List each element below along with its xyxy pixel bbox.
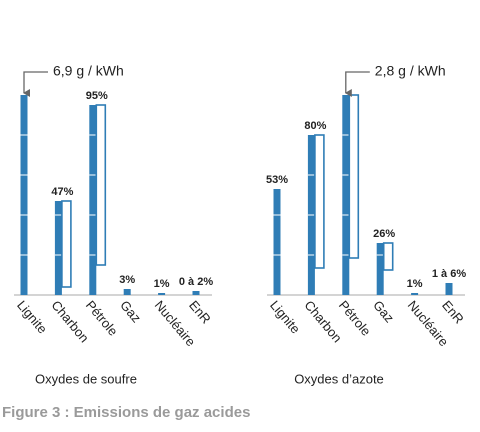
x-tick-label: Lignite	[267, 297, 303, 336]
x-tick-label: Gaz	[117, 297, 144, 325]
panel-title: Oxydes de soufre	[35, 371, 137, 386]
annotation-arrow	[23, 71, 48, 97]
value-label: 53%	[266, 174, 288, 186]
x-tick-label: Gaz	[370, 297, 397, 325]
range-box	[382, 242, 394, 271]
bar	[342, 95, 350, 295]
range-box	[61, 200, 72, 288]
figure-caption: Figure 3 : Emissions de gaz acides	[2, 404, 250, 421]
bar	[411, 293, 419, 295]
bar	[54, 201, 62, 295]
value-label: 1 à 6%	[432, 268, 466, 280]
value-label: 47%	[51, 186, 73, 198]
value-label: 95%	[86, 90, 108, 102]
value-label: 1%	[154, 278, 170, 290]
panel-title: Oxydes d’azote	[294, 371, 384, 386]
value-label: 0 à 2%	[179, 276, 213, 288]
value-label: 3%	[119, 274, 135, 286]
bar	[376, 243, 384, 295]
bar	[445, 283, 453, 295]
annotation: 2,8 g / kWh	[375, 63, 446, 79]
range-box	[348, 94, 360, 259]
value-label: 1%	[407, 278, 423, 290]
range-box	[95, 104, 107, 266]
bar	[20, 95, 28, 295]
bar	[158, 293, 166, 295]
value-label: 26%	[373, 228, 395, 240]
bar	[192, 291, 200, 295]
range-box	[314, 134, 325, 269]
x-tick-label: EnR	[439, 297, 467, 326]
x-tick-label: EnR	[186, 297, 214, 326]
annotation-arrow	[344, 71, 370, 97]
value-label: 80%	[304, 120, 326, 132]
x-tick-label: Lignite	[14, 297, 50, 336]
annotation: 6,9 g / kWh	[53, 63, 124, 79]
bar	[273, 189, 281, 295]
bar	[123, 289, 131, 295]
bar	[89, 105, 97, 295]
